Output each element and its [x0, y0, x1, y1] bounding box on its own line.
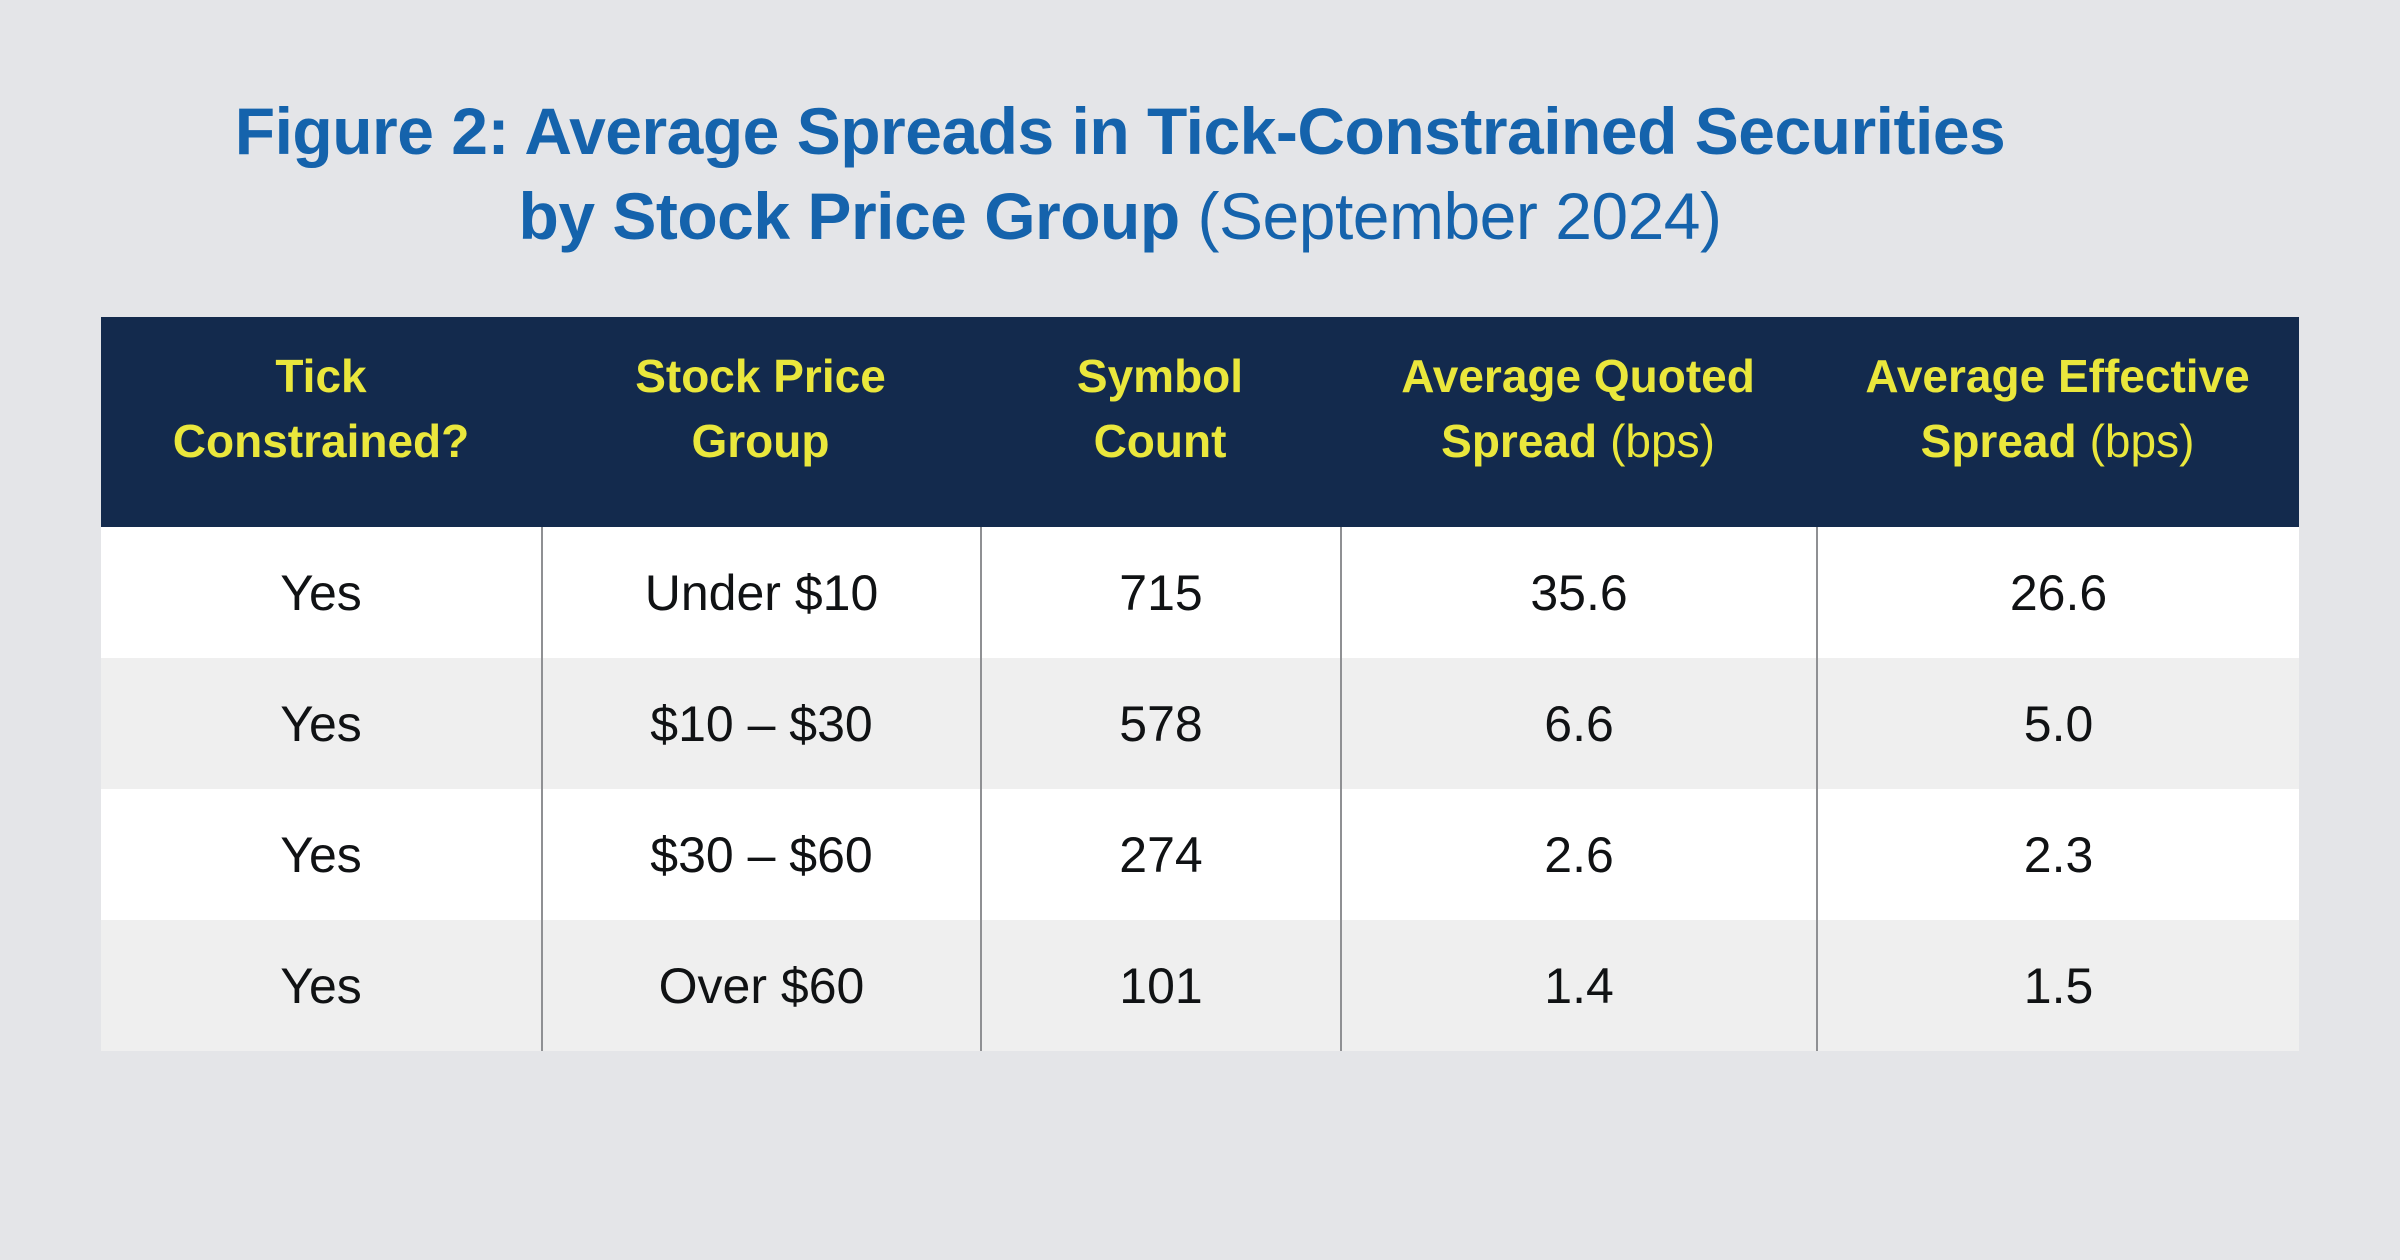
column-header-tick-constrained: Tick Constrained?: [101, 317, 541, 527]
table-cell: 26.6: [1816, 527, 2299, 658]
table-header-row: Tick Constrained? Stock Price Group Symb…: [101, 317, 2299, 527]
table-cell: 2.6: [1340, 789, 1816, 920]
table-row: Yes Over $60 101 1.4 1.5: [101, 920, 2299, 1051]
column-header-line2: Group: [691, 415, 830, 467]
table-cell: 6.6: [1340, 658, 1816, 789]
table-cell: Under $10: [541, 527, 980, 658]
table-cell: 715: [979, 527, 1340, 658]
column-header-bps-note: (bps): [2089, 415, 2195, 467]
figure-title-line2: by Stock Price Group (September 2024): [100, 174, 2140, 259]
column-header-line2: Spread (bps): [1340, 409, 1816, 474]
figure-title: Figure 2: Average Spreads in Tick-Constr…: [100, 89, 2140, 259]
table-cell: 5.0: [1816, 658, 2299, 789]
table-cell: 1.5: [1816, 920, 2299, 1051]
column-header-line1: Symbol: [1076, 350, 1244, 402]
table-cell: Yes: [280, 695, 362, 752]
table-cell: 101: [979, 920, 1340, 1051]
table-cell: $10 – $30: [541, 658, 980, 789]
column-header-bps-note: (bps): [1610, 415, 1715, 467]
table-cell: Yes: [280, 564, 362, 621]
table-cell: 274: [979, 789, 1340, 920]
column-header-line2-bold: Spread: [1920, 415, 2077, 467]
table-cell: 1.4: [1340, 920, 1816, 1051]
table-cell: Yes: [280, 957, 362, 1014]
figure-title-line2-bold: by Stock Price Group: [518, 179, 1181, 253]
table-cell: Over $60: [541, 920, 980, 1051]
spreads-table: Tick Constrained? Stock Price Group Symb…: [101, 317, 2299, 1051]
table-row: Yes $10 – $30 578 6.6 5.0: [101, 658, 2299, 789]
table-cell: 35.6: [1340, 527, 1816, 658]
figure-title-line1: Figure 2: Average Spreads in Tick-Constr…: [234, 94, 2006, 168]
figure-title-line2-date: (September 2024): [1197, 179, 1722, 253]
table-cell: 578: [979, 658, 1340, 789]
column-header-stock-price-group: Stock Price Group: [541, 317, 980, 527]
column-header-avg-quoted-spread: Average Quoted Spread (bps): [1340, 317, 1816, 527]
table-cell: Yes: [280, 826, 362, 883]
column-header-line2-bold: Spread: [1441, 415, 1598, 467]
table-cell: $30 – $60: [541, 789, 980, 920]
column-header-line1: Stock Price: [635, 350, 886, 402]
table-cell: 2.3: [1816, 789, 2299, 920]
column-header-line1: Tick: [275, 350, 367, 402]
column-header-line2: Count: [1093, 415, 1227, 467]
column-header-line2: Spread (bps): [1816, 409, 2299, 474]
column-header-line1: Average Quoted: [1401, 350, 1755, 402]
column-header-avg-effective-spread: Average Effective Spread (bps): [1816, 317, 2299, 527]
column-header-symbol-count: Symbol Count: [980, 317, 1340, 527]
table-row: Yes Under $10 715 35.6 26.6: [101, 527, 2299, 658]
table-row: Yes $30 – $60 274 2.6 2.3: [101, 789, 2299, 920]
column-header-line1: Average Effective: [1865, 350, 2250, 402]
column-header-line2: Constrained?: [172, 415, 470, 467]
